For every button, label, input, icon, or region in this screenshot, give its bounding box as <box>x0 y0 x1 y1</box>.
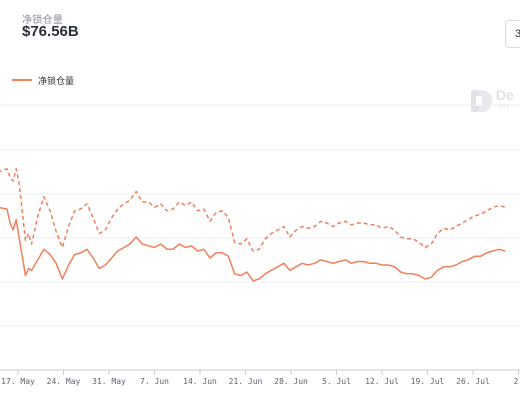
stat-value: $76.56B <box>22 23 79 40</box>
legend-swatch <box>12 79 32 81</box>
x-tick-label: 24. May <box>47 377 81 386</box>
x-tick-label: 28. Jun <box>274 377 308 386</box>
watermark-subtext: Your <box>496 103 511 110</box>
chart-legend[interactable]: 净锁仓量 <box>12 73 74 87</box>
x-tick-label: 17. May <box>1 377 35 386</box>
logo-icon <box>471 90 492 112</box>
grid-lines <box>0 104 520 327</box>
series-line-dashed <box>0 168 506 252</box>
series-line-solid <box>0 206 506 282</box>
series-lines <box>0 168 506 282</box>
range-selector-button[interactable]: 3 <box>505 20 520 48</box>
stat-label: 净锁仓量 <box>22 15 64 26</box>
x-axis: 17. May 24. May 31. May 7. Jun 14. Jun 21. Ju… <box>0 369 520 386</box>
x-tick-label: 21. Jun <box>229 377 263 386</box>
x-tick-label: 26. Jul <box>456 377 490 386</box>
legend-label: 净锁仓量 <box>38 75 75 86</box>
x-tick-label: 31. May <box>92 377 126 386</box>
x-tick-label: 19. Jul <box>411 377 445 386</box>
x-tick-label: 5. Jul <box>322 377 351 386</box>
x-tick-label: 2. <box>514 377 520 386</box>
x-tick-label: 12. Jul <box>365 377 399 386</box>
x-tick-label: 7. Jun <box>140 377 169 386</box>
watermark-logo: De Your <box>470 88 514 114</box>
watermark-brand: De <box>496 87 514 103</box>
x-tick-label: 14. Jun <box>183 377 217 386</box>
watermark-text: De Your <box>496 87 514 113</box>
